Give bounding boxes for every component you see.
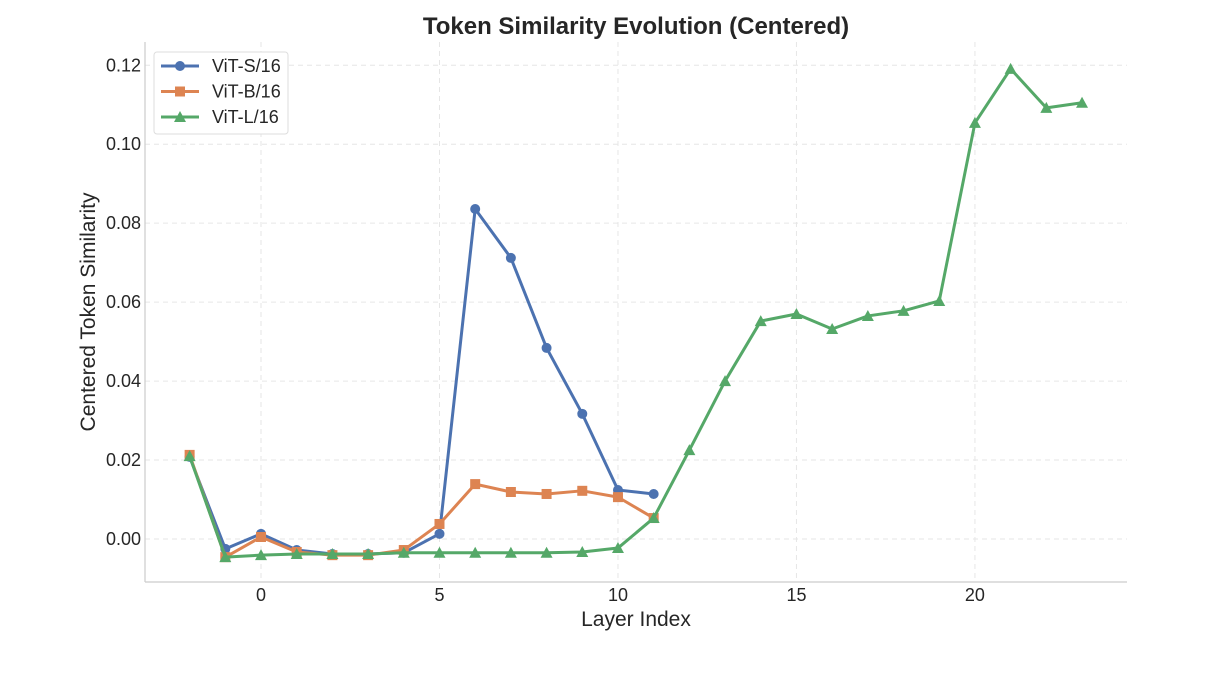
data-point [470,479,481,490]
legend-marker [175,86,185,97]
chart-title: Token Similarity Evolution (Centered) [423,13,849,40]
data-point [1076,96,1089,108]
legend-box [153,51,289,135]
data-point [897,304,910,316]
grid [145,42,1127,582]
data-point [505,487,516,497]
legend-entry: ViT-S/16 [212,56,281,76]
data-point [470,203,481,214]
x-tick-label: 10 [608,585,628,605]
data-point [826,322,839,334]
legend-entry: ViT-B/16 [212,82,281,102]
data-point [541,488,552,499]
legend: ViT-S/16 ViT-B/16 ViT-L/16 [153,51,289,135]
data-point [648,488,659,499]
y-tick-label: 0.00 [106,529,141,549]
data-point [362,547,375,559]
data-point [719,375,732,387]
axes: 0 5 10 15 20 0.00 0.02 0.04 0.06 0.08 0.10 0.12 [106,42,1127,605]
y-axis-label: Centered Token Similarity [77,192,100,431]
y-tick-label: 0.06 [106,292,141,312]
x-axis-label: Layer Index [581,608,691,631]
y-tick-label: 0.02 [106,450,141,470]
legend-entry: ViT-L/16 [212,107,279,127]
data-point [183,450,196,462]
data-point [1004,62,1017,74]
y-tick-label: 0.04 [106,371,141,391]
data-point [326,547,339,559]
data-point [219,551,232,563]
x-tick-label: 5 [434,585,444,605]
data-point [611,542,624,554]
data-point [683,444,696,456]
data-point [754,315,767,327]
series-vit-l-16 [183,62,1089,563]
legend-marker [175,61,185,71]
series-line [188,207,654,556]
data-point [541,342,552,353]
data-point [968,116,981,128]
data-point [933,294,946,306]
x-tick-label: 15 [786,585,806,605]
series-line [188,454,655,559]
data-point [433,546,446,558]
x-tick-label: 20 [965,585,985,605]
series-layer [183,62,1089,563]
data-point [612,492,623,503]
series-vit-b-16 [184,449,659,563]
series-line [188,67,1083,559]
legend-marker [174,111,186,122]
data-point [290,547,303,559]
x-tick-label: 0 [256,585,266,605]
data-point [469,546,482,558]
y-tick-label: 0.08 [106,213,141,233]
data-point [504,546,517,558]
data-point [577,485,588,496]
data-point [397,546,410,558]
data-point [647,512,660,524]
data-point [256,532,267,542]
data-point [1040,101,1053,113]
data-point [505,252,516,263]
y-tick-label: 0.12 [106,55,141,75]
data-point [861,309,874,321]
data-point [576,546,589,557]
data-point [540,546,553,558]
data-point [255,549,268,561]
data-point [577,408,588,419]
data-point [434,528,445,539]
data-point [790,307,803,319]
data-point [434,518,445,529]
y-tick-label: 0.10 [106,134,141,154]
